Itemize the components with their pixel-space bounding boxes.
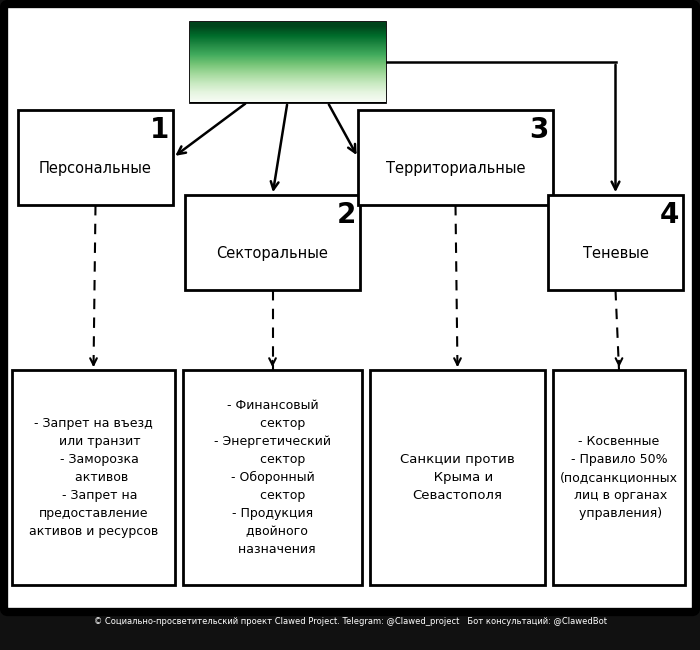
Bar bbox=[358, 110, 553, 205]
Bar bbox=[548, 195, 683, 290]
Text: 3: 3 bbox=[530, 116, 549, 144]
Bar bbox=[18, 110, 173, 205]
Text: 4: 4 bbox=[659, 201, 679, 229]
Text: © Социально-просветительский проект Clawed Project. Telegram: @Clawed_project   : © Социально-просветительский проект Claw… bbox=[94, 618, 606, 627]
Text: - Косвенные
- Правило 50%
(подсанкционных
 лиц в органах
 управления): - Косвенные - Правило 50% (подсанкционны… bbox=[560, 435, 678, 520]
Bar bbox=[553, 370, 685, 585]
FancyBboxPatch shape bbox=[4, 4, 696, 612]
Text: Теневые: Теневые bbox=[582, 246, 648, 261]
Bar bbox=[12, 370, 175, 585]
Bar bbox=[370, 370, 545, 585]
Bar bbox=[190, 22, 385, 102]
Text: - Финансовый
     сектор
- Энергетический
     сектор
- Оборонный
     сектор
- : - Финансовый сектор - Энергетический сек… bbox=[214, 399, 331, 556]
Bar bbox=[183, 370, 362, 585]
Text: Персональные: Персональные bbox=[39, 161, 152, 176]
Text: Санкции против
   Крыма и
Севастополя: Санкции против Крыма и Севастополя bbox=[400, 453, 515, 502]
Text: Секторальные: Секторальные bbox=[216, 246, 328, 261]
Text: 1: 1 bbox=[150, 116, 169, 144]
Text: Виды санкций: Виды санкций bbox=[220, 53, 355, 71]
Bar bbox=[185, 195, 360, 290]
Text: Территориальные: Территориальные bbox=[386, 161, 525, 176]
Text: 2: 2 bbox=[337, 201, 356, 229]
Text: - Запрет на въезд
   или транзит
   - Заморозка
    активов
   - Запрет на
предо: - Запрет на въезд или транзит - Заморозк… bbox=[29, 417, 158, 538]
